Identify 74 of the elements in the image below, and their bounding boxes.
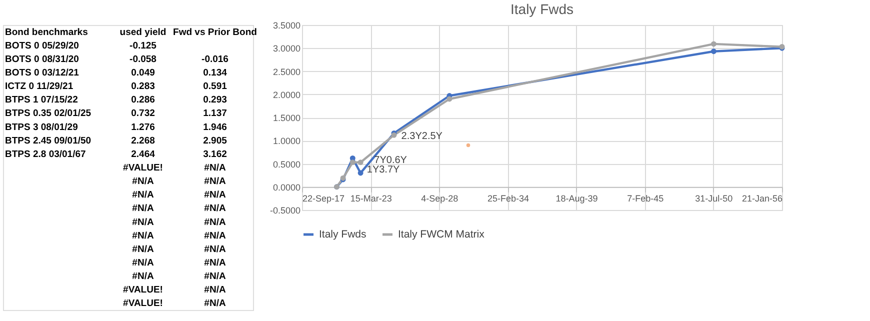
- text: #N/A: [132, 258, 154, 268]
- x-tick-label: 7-Feb-45: [627, 193, 664, 204]
- text: used yield: [120, 26, 166, 38]
- x-tick-label: 15-Mar-23: [350, 193, 392, 204]
- y-tick-label: 2.0000: [272, 90, 300, 100]
- text: 0.049: [131, 68, 155, 78]
- text: 0.732: [131, 108, 155, 120]
- text: -0.016: [202, 54, 228, 65]
- text: 1.276: [131, 122, 155, 133]
- text: #N/A: [132, 190, 154, 201]
- x-tick-label: 4-Sep-28: [421, 193, 458, 204]
- text: BTPS 3 08/01/29: [5, 122, 78, 133]
- text: #N/A: [132, 271, 154, 282]
- y-tick-label: -0.5000: [270, 206, 300, 216]
- text: 1.946: [203, 122, 227, 133]
- text: #N/A: [204, 190, 226, 201]
- text: 2.464: [131, 148, 156, 160]
- text: #N/A: [204, 176, 226, 188]
- y-tick-label: 3.5000: [272, 20, 300, 30]
- text: -0.058: [130, 54, 156, 65]
- x-tick-label: 31-Jul-50: [695, 193, 733, 204]
- text: #N/A: [132, 176, 154, 188]
- text: #N/A: [204, 230, 226, 242]
- legend-label: Italy Fwds: [319, 228, 366, 240]
- text: 2.268: [131, 135, 155, 146]
- text: #VALUE!: [123, 284, 163, 296]
- text: BTPS 2.8 03/01/67: [5, 148, 86, 160]
- text: #N/A: [204, 271, 226, 282]
- text: #N/A: [132, 244, 154, 255]
- text: 2.905: [203, 135, 228, 146]
- text: #N/A: [132, 216, 154, 228]
- text: 1.137: [203, 108, 227, 120]
- text: #VALUE!: [123, 162, 163, 174]
- chart-title: Italy Fwds: [510, 1, 574, 17]
- text: BOTS 0 05/29/20: [5, 40, 79, 52]
- text: BTPS 0.35 02/01/25: [5, 108, 92, 120]
- text: BTPS 1 07/15/22: [5, 94, 78, 106]
- x-tick-label: 25-Feb-34: [487, 193, 529, 204]
- y-tick-label: 0.5000: [272, 159, 300, 170]
- text: -0.125: [130, 40, 158, 52]
- text: #N/A: [204, 244, 226, 255]
- y-tick-label: 3.0000: [272, 44, 300, 54]
- text: #N/A: [132, 230, 154, 242]
- text: #N/A: [204, 298, 226, 310]
- text: #N/A: [204, 258, 226, 268]
- text: #VALUE!: [123, 298, 163, 310]
- text: 0.286: [131, 94, 155, 106]
- y-tick-label: 2.5000: [272, 66, 300, 77]
- text: Bond benchmarks: [5, 26, 88, 38]
- text: BOTS 0 08/31/20: [5, 54, 79, 65]
- annotation: 1Y3.7Y: [366, 164, 400, 176]
- text: 0.591: [203, 81, 228, 92]
- text: #N/A: [204, 284, 226, 296]
- text: ICTZ 0 11/29/21: [5, 81, 74, 92]
- annotation: 2.3Y2.5Y: [401, 131, 443, 142]
- text: 3.162: [203, 148, 227, 160]
- legend-label: Italy FWCM Matrix: [398, 228, 486, 240]
- x-tick-label: 22-Sep-17: [302, 193, 345, 204]
- text: #N/A: [204, 162, 226, 174]
- text: 0.293: [203, 94, 227, 106]
- annotation: 7Y0.6Y: [374, 155, 408, 166]
- text: Fwd vs Prior Bond: [173, 26, 258, 38]
- text: 0.134: [203, 68, 228, 78]
- y-tick-label: 1.5000: [272, 113, 300, 123]
- y-tick-label: 0.0000: [272, 182, 300, 192]
- text: #N/A: [204, 203, 226, 214]
- text: BOTS 0 03/12/21: [5, 68, 80, 78]
- y-tick-label: 1.0000: [272, 136, 300, 146]
- text: #N/A: [132, 203, 154, 214]
- text: #N/A: [204, 216, 226, 228]
- x-tick-label: 21-Jan-56: [742, 193, 782, 204]
- text: BTPS 2.45 09/01/50: [5, 135, 92, 146]
- text: 0.283: [131, 81, 155, 92]
- x-tick-label: 18-Aug-39: [556, 193, 598, 204]
